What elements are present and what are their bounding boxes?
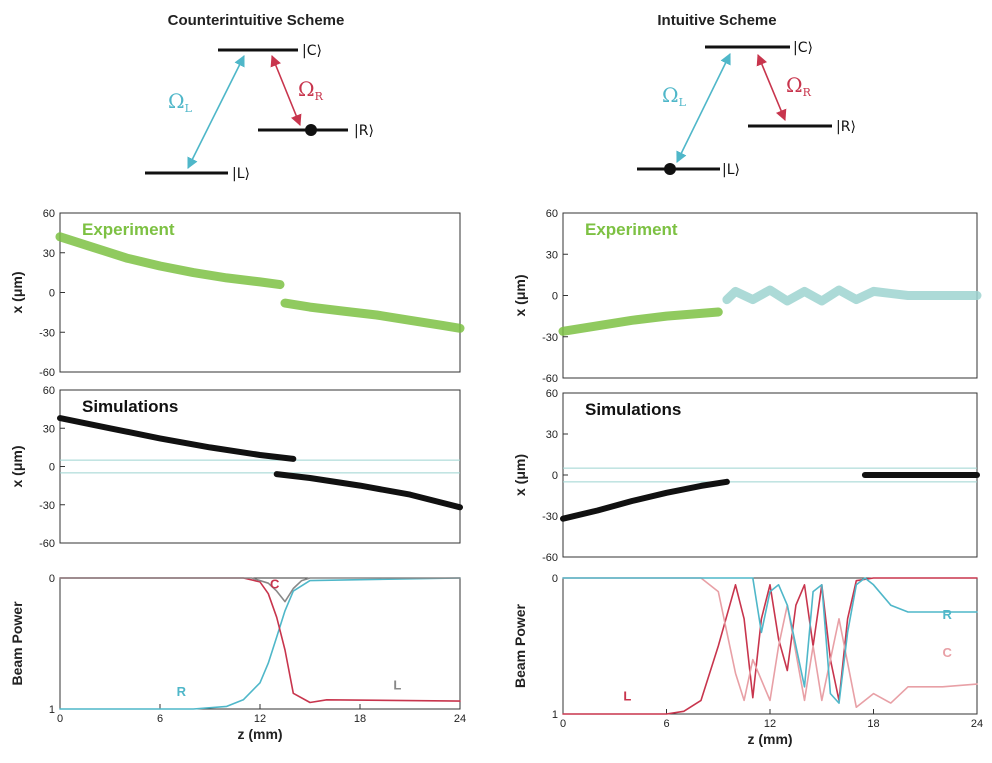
y-tick-label: -60 <box>39 367 55 379</box>
intuitive-scheme: Intuitive Scheme |C⟩ |R⟩ |L⟩ ΩL ΩR <box>637 12 856 178</box>
series-name: R <box>943 607 953 622</box>
y-axis-label: x (μm) <box>512 454 528 496</box>
x-tick-label: 24 <box>971 718 983 730</box>
omega-l-label: ΩL <box>662 83 687 109</box>
x-tick-label: 18 <box>354 713 366 725</box>
level-r-label: |R⟩ <box>836 119 856 135</box>
series-name: L <box>623 688 631 703</box>
y-tick-label: -30 <box>39 500 55 512</box>
omega-r-label: ΩR <box>298 77 324 103</box>
y-tick-label: 60 <box>546 388 558 400</box>
y-tick-label: -30 <box>542 511 558 523</box>
level-l-label: |L⟩ <box>722 162 740 178</box>
x-tick-label: 12 <box>764 718 776 730</box>
counterintuitive-scheme: Counterintuitive Scheme |C⟩ |R⟩ |L⟩ ΩL Ω… <box>145 12 374 182</box>
omega-r-label: ΩR <box>786 73 812 99</box>
y-tick-label: 60 <box>546 208 558 220</box>
y-tick-label: 0 <box>49 462 55 474</box>
y-tick-label: 30 <box>43 248 55 260</box>
chart-panel: -60 -30 0 30 60 Experiment x (μm) <box>512 208 982 385</box>
y-tick-label: 0 <box>49 288 55 300</box>
omega-l-label: ΩL <box>168 89 193 115</box>
y-tick-label: 30 <box>43 423 55 435</box>
y-tick-label: 0 <box>552 291 558 303</box>
chart-panel: -60 -30 0 30 60 Simulations x (μm) <box>512 388 980 564</box>
panel-label: Experiment <box>585 220 678 239</box>
series-line <box>562 577 978 715</box>
series-line <box>562 577 978 704</box>
scheme-title: Intuitive Scheme <box>657 12 776 29</box>
y-tick-label: 1 <box>49 704 55 716</box>
series-line <box>55 232 285 290</box>
y-tick-label: 60 <box>43 208 55 220</box>
series-line <box>59 577 461 704</box>
pump-arrow <box>676 52 731 164</box>
level-c-label: |C⟩ <box>793 40 813 56</box>
level-l-label: |L⟩ <box>232 166 250 182</box>
population-dot <box>664 163 676 175</box>
y-axis-label: x (μm) <box>9 271 25 313</box>
series-name: C <box>943 645 953 660</box>
y-tick-label: 1 <box>552 709 558 721</box>
series-name: R <box>177 684 187 699</box>
series-name: L <box>393 677 401 692</box>
y-tick-label: 0 <box>552 470 558 482</box>
y-tick-label: 30 <box>546 429 558 441</box>
y-tick-label: -30 <box>39 327 55 339</box>
pump-arrow <box>187 54 245 170</box>
series-line <box>562 577 978 708</box>
x-tick-label: 0 <box>57 713 63 725</box>
y-tick-label: -30 <box>542 332 558 344</box>
series-line <box>273 471 463 511</box>
stokes-arrow <box>756 53 787 122</box>
panel-label: Experiment <box>82 220 175 239</box>
y-axis-label: x (μm) <box>9 445 25 487</box>
series-name: C <box>270 576 280 591</box>
level-c-label: |C⟩ <box>302 43 322 59</box>
x-tick-label: 6 <box>663 718 669 730</box>
y-tick-label: 0 <box>49 573 55 585</box>
y-tick-label: 30 <box>546 249 558 261</box>
x-tick-label: 12 <box>254 713 266 725</box>
series-line <box>722 285 982 306</box>
y-tick-label: -60 <box>542 373 558 385</box>
series-line <box>560 478 730 522</box>
x-tick-label: 24 <box>454 713 466 725</box>
x-tick-label: 18 <box>867 718 879 730</box>
series-line <box>558 307 723 336</box>
level-r-label: |R⟩ <box>354 123 374 139</box>
y-axis-label: Beam Power <box>512 603 528 688</box>
series-line <box>59 577 461 710</box>
series-line <box>280 298 465 333</box>
series-line <box>59 577 461 603</box>
y-tick-label: -60 <box>39 538 55 550</box>
y-axis-label: Beam Power <box>9 601 25 686</box>
x-tick-label: 0 <box>560 718 566 730</box>
x-axis-label: z (mm) <box>237 726 282 742</box>
chart-panel: -60 -30 0 30 60 Simulations x (μm) <box>9 385 463 550</box>
panel-label: Simulations <box>82 397 178 416</box>
panel-label: Simulations <box>585 400 681 419</box>
y-tick-label: -60 <box>542 552 558 564</box>
chart-panel: -60 -30 0 30 60 Experiment x (μm) <box>9 208 465 379</box>
y-tick-label: 0 <box>552 573 558 585</box>
y-axis-label: x (μm) <box>512 274 528 316</box>
stokes-arrow <box>270 54 302 127</box>
series-line <box>57 415 297 462</box>
x-axis-label: z (mm) <box>747 731 792 747</box>
x-tick-label: 6 <box>157 713 163 725</box>
y-tick-label: 60 <box>43 385 55 397</box>
population-dot <box>305 124 317 136</box>
scheme-title: Counterintuitive Scheme <box>168 12 345 29</box>
